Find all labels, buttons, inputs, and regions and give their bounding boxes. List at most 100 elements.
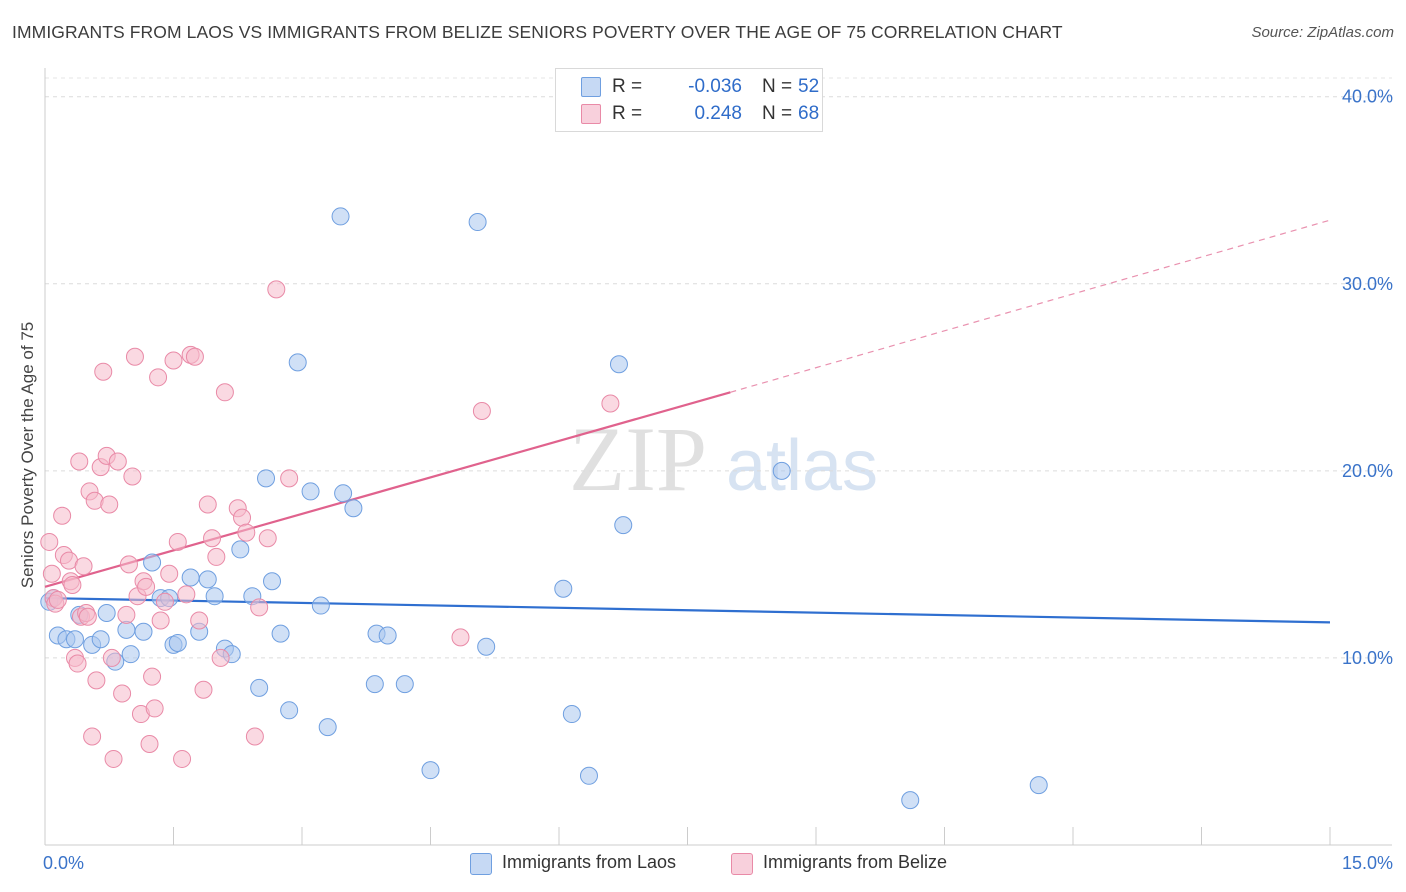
data-point [121, 645, 140, 664]
data-point [250, 598, 269, 617]
trend-line-belize [44, 391, 731, 588]
data-point [104, 749, 123, 768]
data-point [113, 684, 132, 703]
data-point [237, 523, 256, 542]
x-tick-label-max: 15.0% [1342, 853, 1393, 873]
legend-label-laos: Immigrants from Laos [502, 852, 677, 872]
data-point [97, 604, 116, 623]
data-point [451, 628, 470, 647]
legend-swatch-belize [731, 853, 753, 875]
r-label: R = [612, 103, 643, 124]
data-point [68, 654, 87, 673]
data-point [562, 705, 581, 724]
data-point [318, 718, 337, 737]
data-point [215, 383, 234, 402]
data-point [145, 699, 164, 718]
laos-swatch [581, 77, 601, 97]
data-point [185, 347, 204, 366]
n-value: 52 [798, 76, 820, 97]
data-point [143, 667, 162, 686]
data-point [102, 648, 121, 667]
grid-lines [45, 77, 1392, 659]
data-point [65, 630, 84, 649]
y-axis-title: Seniors Poverty Over the Age of 75 [18, 321, 37, 589]
data-point [472, 401, 491, 420]
legend-label-belize: Immigrants from Belize [763, 852, 948, 872]
data-point [149, 368, 168, 387]
data-point [168, 532, 187, 551]
stats-legend-box: R = -0.036 N = 52 R = 0.248 N = 68 [555, 68, 823, 132]
watermark: ZIP atlas [569, 408, 878, 510]
watermark-zip: ZIP [569, 408, 707, 510]
data-point [125, 347, 144, 366]
data-point [203, 529, 222, 548]
watermark-atlas: atlas [726, 426, 878, 506]
data-point [74, 557, 93, 576]
data-point [151, 611, 170, 630]
trend-line-laos [44, 596, 1331, 624]
data-point [155, 592, 174, 611]
data-point [207, 547, 226, 566]
data-point [288, 353, 307, 372]
data-point [311, 596, 330, 615]
data-point [42, 564, 61, 583]
data-point [177, 585, 196, 604]
data-point [231, 540, 250, 559]
data-point [48, 590, 67, 609]
data-point [280, 469, 299, 488]
axes [44, 68, 1392, 846]
data-point [250, 678, 269, 697]
data-point [378, 626, 397, 645]
data-point [190, 611, 209, 630]
data-point [614, 516, 633, 535]
y-tick-label: 20.0% [1342, 461, 1393, 481]
data-point [91, 630, 110, 649]
data-point [160, 564, 179, 583]
n-value: 68 [798, 103, 820, 124]
data-point [94, 362, 113, 381]
data-point [772, 461, 791, 480]
data-point [53, 506, 72, 525]
data-point [40, 532, 59, 551]
y-tick-label: 10.0% [1342, 648, 1393, 668]
data-point [164, 351, 183, 370]
data-point [468, 213, 487, 232]
data-point [108, 452, 127, 471]
data-point [173, 749, 192, 768]
data-point [70, 452, 89, 471]
data-point [263, 572, 282, 591]
data-point [579, 766, 598, 785]
source-label: Source: ZipAtlas.com [1251, 24, 1394, 41]
series-laos [40, 207, 1048, 810]
data-point [198, 495, 217, 514]
tick-labels: 10.0% 20.0% 30.0% 40.0% 0.0% 15.0% [43, 87, 1393, 873]
data-point [344, 499, 363, 518]
data-point [258, 529, 277, 548]
data-point [331, 207, 350, 226]
data-point [245, 727, 264, 746]
belize-swatch [581, 104, 601, 124]
data-points [40, 207, 1048, 810]
r-label: R = [612, 76, 643, 97]
data-point [117, 620, 136, 639]
data-point [280, 701, 299, 720]
data-point [554, 579, 573, 598]
data-point [63, 575, 82, 594]
data-point [123, 467, 142, 486]
data-point [257, 469, 276, 488]
trend-line-extension [730, 219, 1331, 393]
data-point [100, 495, 119, 514]
data-point [233, 508, 252, 527]
data-point [271, 624, 290, 643]
r-value: 0.248 [694, 103, 742, 124]
data-point [301, 482, 320, 501]
n-label: N = [762, 103, 793, 124]
y-tick-label: 30.0% [1342, 274, 1393, 294]
data-point [119, 555, 138, 574]
data-point [117, 605, 136, 624]
data-point [140, 734, 159, 753]
data-point [477, 637, 496, 656]
data-point [421, 761, 440, 780]
series-belize [40, 280, 620, 768]
